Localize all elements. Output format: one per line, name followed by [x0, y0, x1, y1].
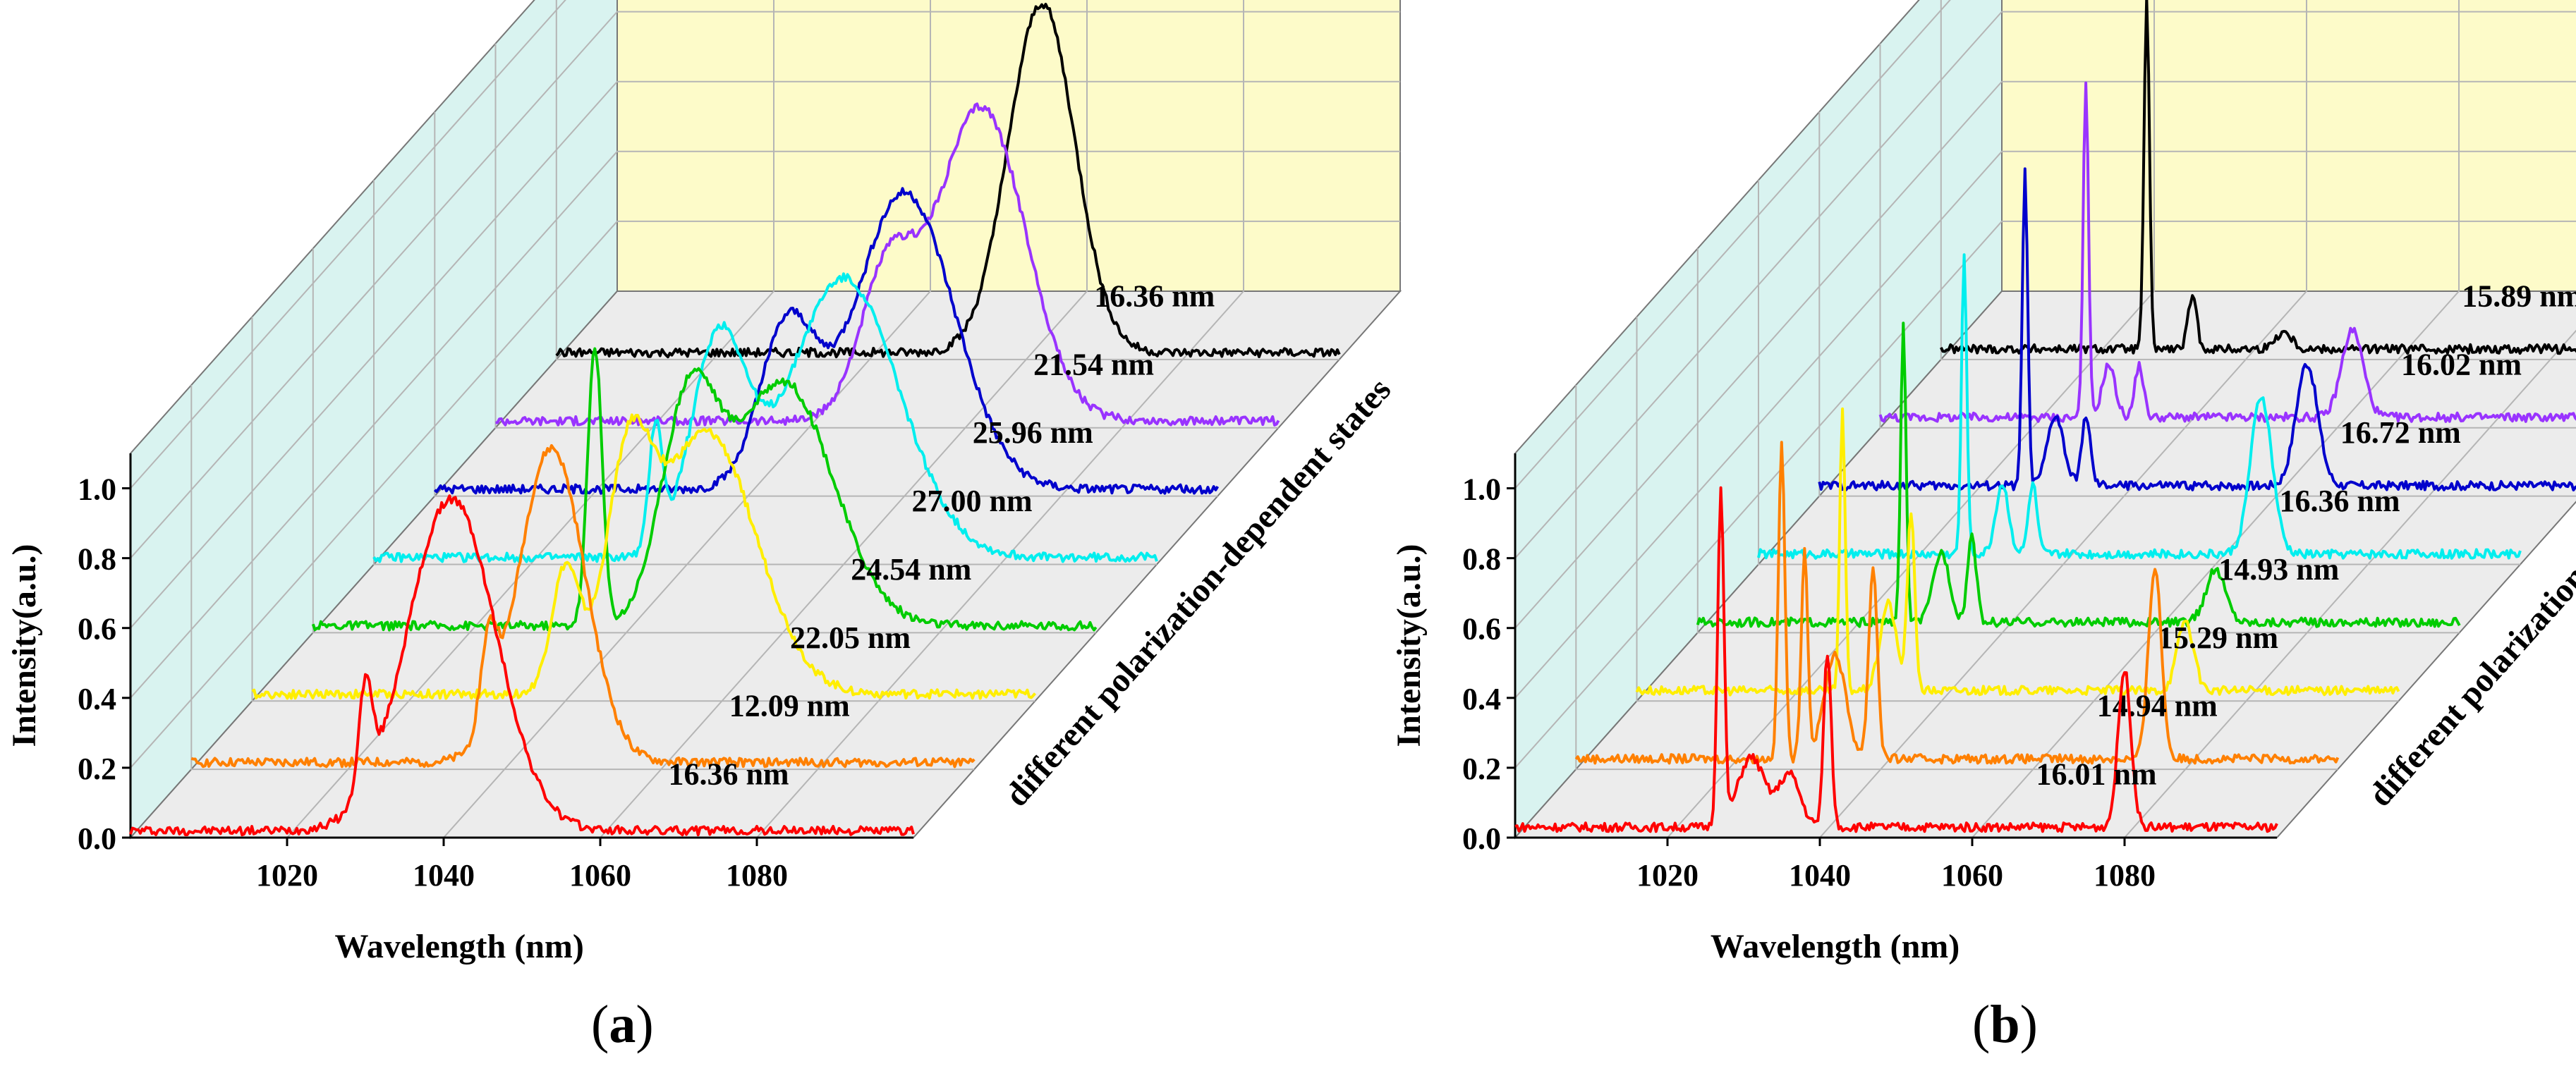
y-tick-label: 1.0 — [1462, 472, 1501, 507]
gridline-x — [756, 0, 1244, 838]
series-label: 27.00 nm — [911, 484, 1032, 518]
series-line — [1818, 167, 2576, 491]
y-tick-label: 0.2 — [78, 752, 116, 786]
x-tick-label: 1080 — [726, 858, 788, 893]
gridline-z — [251, 317, 1035, 702]
series-label: 16.36 nm — [668, 757, 789, 792]
x-tick-label: 1040 — [413, 858, 475, 893]
series-label: 16.36 nm — [1094, 279, 1215, 313]
series-label: 14.94 nm — [2097, 689, 2218, 723]
series-label: 16.02 nm — [2401, 347, 2522, 381]
gridline-z — [190, 385, 975, 771]
caption-a: (a) — [591, 995, 654, 1054]
gridline-z — [312, 248, 1096, 634]
y-tick-label: 0.0 — [1462, 821, 1501, 856]
x-tick-label: 1040 — [1789, 858, 1851, 893]
gridline-z — [1940, 0, 2576, 360]
chart-panel-a: 0.0 0.2 0.4 0.6 0.8 1.0 1020 1040 1060 1080 Wavele… — [6, 0, 1402, 965]
x-tick-label: 1060 — [569, 858, 631, 893]
y-tick-label: 0.6 — [1462, 612, 1501, 647]
series-line — [1757, 253, 2522, 560]
series-label: 22.05 nm — [790, 620, 911, 655]
series-label: 12.09 nm — [729, 689, 850, 723]
gridline-z — [1758, 180, 2520, 565]
y-tick-label: 0.4 — [78, 682, 116, 716]
gridline-z — [373, 180, 1157, 565]
gridline-z — [1879, 43, 2576, 429]
y-tick-label: 0.8 — [78, 542, 116, 577]
series-line — [1696, 322, 2461, 628]
gridline-y — [1514, 0, 1951, 489]
series-line — [251, 413, 1037, 700]
y-tick-label: 0.6 — [78, 612, 116, 647]
series-line — [1878, 81, 2576, 423]
series-line — [190, 443, 976, 769]
grid — [130, 0, 1400, 838]
series-line — [1574, 441, 2340, 765]
x-tick-label: 1080 — [2094, 858, 2156, 893]
gridline-y — [130, 220, 1400, 769]
gridline-x — [443, 0, 931, 838]
x-tick-label: 1020 — [1636, 858, 1699, 893]
gridline-x — [2124, 329, 2576, 838]
series-label: 14.93 nm — [2218, 552, 2339, 587]
series-label: 21.54 nm — [1033, 347, 1154, 381]
gridline-z — [434, 111, 1218, 497]
series-label: 25.96 nm — [973, 415, 1093, 450]
y-tick-label: 0.0 — [78, 821, 116, 856]
gridline-y — [130, 80, 1400, 629]
series-label: 16.01 nm — [2036, 757, 2156, 792]
caption-b: (b) — [1972, 995, 2038, 1054]
series-label: 16.36 nm — [2279, 484, 2400, 518]
gridline-y — [130, 150, 1400, 699]
x-tick-label: 1060 — [1941, 858, 2003, 893]
y-tick-label: 0.2 — [1462, 752, 1501, 786]
gridline-x — [1819, 0, 2307, 838]
gridline-x — [1667, 0, 2155, 838]
series-line — [555, 3, 1341, 359]
series-label: 16.72 nm — [2340, 415, 2461, 450]
x-axis-title: Wavelength (nm) — [335, 928, 584, 965]
series-line — [433, 187, 1220, 495]
series-label: 15.89 nm — [2462, 279, 2576, 313]
series-label: 15.29 nm — [2158, 620, 2278, 655]
series-line — [1635, 407, 2400, 697]
gridline-z — [555, 0, 1339, 360]
gridline-y — [130, 0, 566, 489]
series-line — [1514, 486, 2278, 833]
gridline-y — [1514, 11, 2576, 559]
gridline-y — [1514, 150, 2576, 699]
gridline-y — [130, 11, 1400, 559]
gridline-x — [286, 0, 774, 838]
chart-panel-b: 0.0 0.2 0.4 0.6 0.8 1.0 1020 1040 1060 1080 Wavele… — [1390, 0, 2576, 965]
gridline-z — [1696, 248, 2460, 634]
gridline-z — [1818, 111, 2576, 497]
gridline-y — [1514, 80, 2576, 629]
x-axis-title: Wavelength (nm) — [1711, 928, 1960, 965]
series-line — [372, 272, 1158, 563]
y-tick-label: 1.0 — [78, 472, 116, 507]
series-line — [129, 494, 915, 837]
x-tick-label: 1020 — [256, 858, 318, 893]
gridline-y — [1514, 220, 2576, 769]
y-tick-label: 0.8 — [1462, 542, 1501, 577]
gridline-z — [494, 43, 1279, 429]
series-line — [495, 102, 1280, 427]
gridline-x — [600, 0, 1088, 838]
series-line — [311, 347, 1098, 632]
gridline-z — [1575, 385, 2338, 771]
y-tick-label: 0.4 — [1462, 682, 1501, 716]
y-axis-title: Intensity(a.u.) — [6, 544, 43, 747]
gridline-x — [1972, 0, 2460, 838]
y-axis-title: Intensity(a.u.) — [1390, 544, 1428, 747]
series-label: 24.54 nm — [851, 552, 971, 587]
